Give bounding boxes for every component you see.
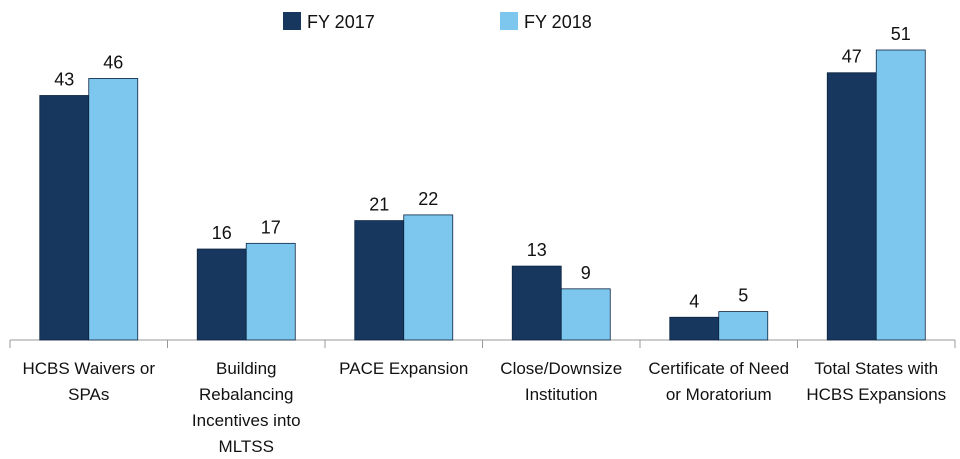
category-label: Total States with HCBS Expansions [806,359,947,404]
legend-swatch [283,12,301,30]
value-label: 9 [581,263,591,283]
category-label: PACE Expansion [339,359,469,378]
bar [669,316,720,341]
category-label: HCBS Waivers or SPAs [22,359,156,404]
value-label: 4 [689,291,699,311]
bar [88,78,139,341]
legend-label: FY 2018 [524,12,592,32]
bar [39,95,90,341]
bar [511,265,562,341]
value-label: 46 [103,52,123,72]
bar [245,242,296,341]
legend-swatch [500,12,518,30]
category-label: Close/Downsize Institution [500,359,623,404]
value-label: 43 [54,69,74,89]
bar [875,49,926,341]
value-label: 51 [891,24,911,44]
category-label: Certificate of Need or Moratorium [648,359,790,404]
value-label: 22 [418,189,438,209]
bar [718,311,769,341]
bar [354,220,405,341]
value-label: 17 [261,217,281,237]
bar [196,248,247,341]
value-label: 13 [527,240,547,260]
legend-label: FY 2017 [307,12,375,32]
value-label: 47 [842,47,862,67]
value-label: 21 [369,195,389,215]
value-label: 5 [738,286,748,306]
bar [826,72,877,341]
bar [560,288,611,341]
bar [403,214,454,341]
value-label: 16 [212,223,232,243]
category-label: Building Rebalancing Incentives into MLT… [191,359,301,456]
